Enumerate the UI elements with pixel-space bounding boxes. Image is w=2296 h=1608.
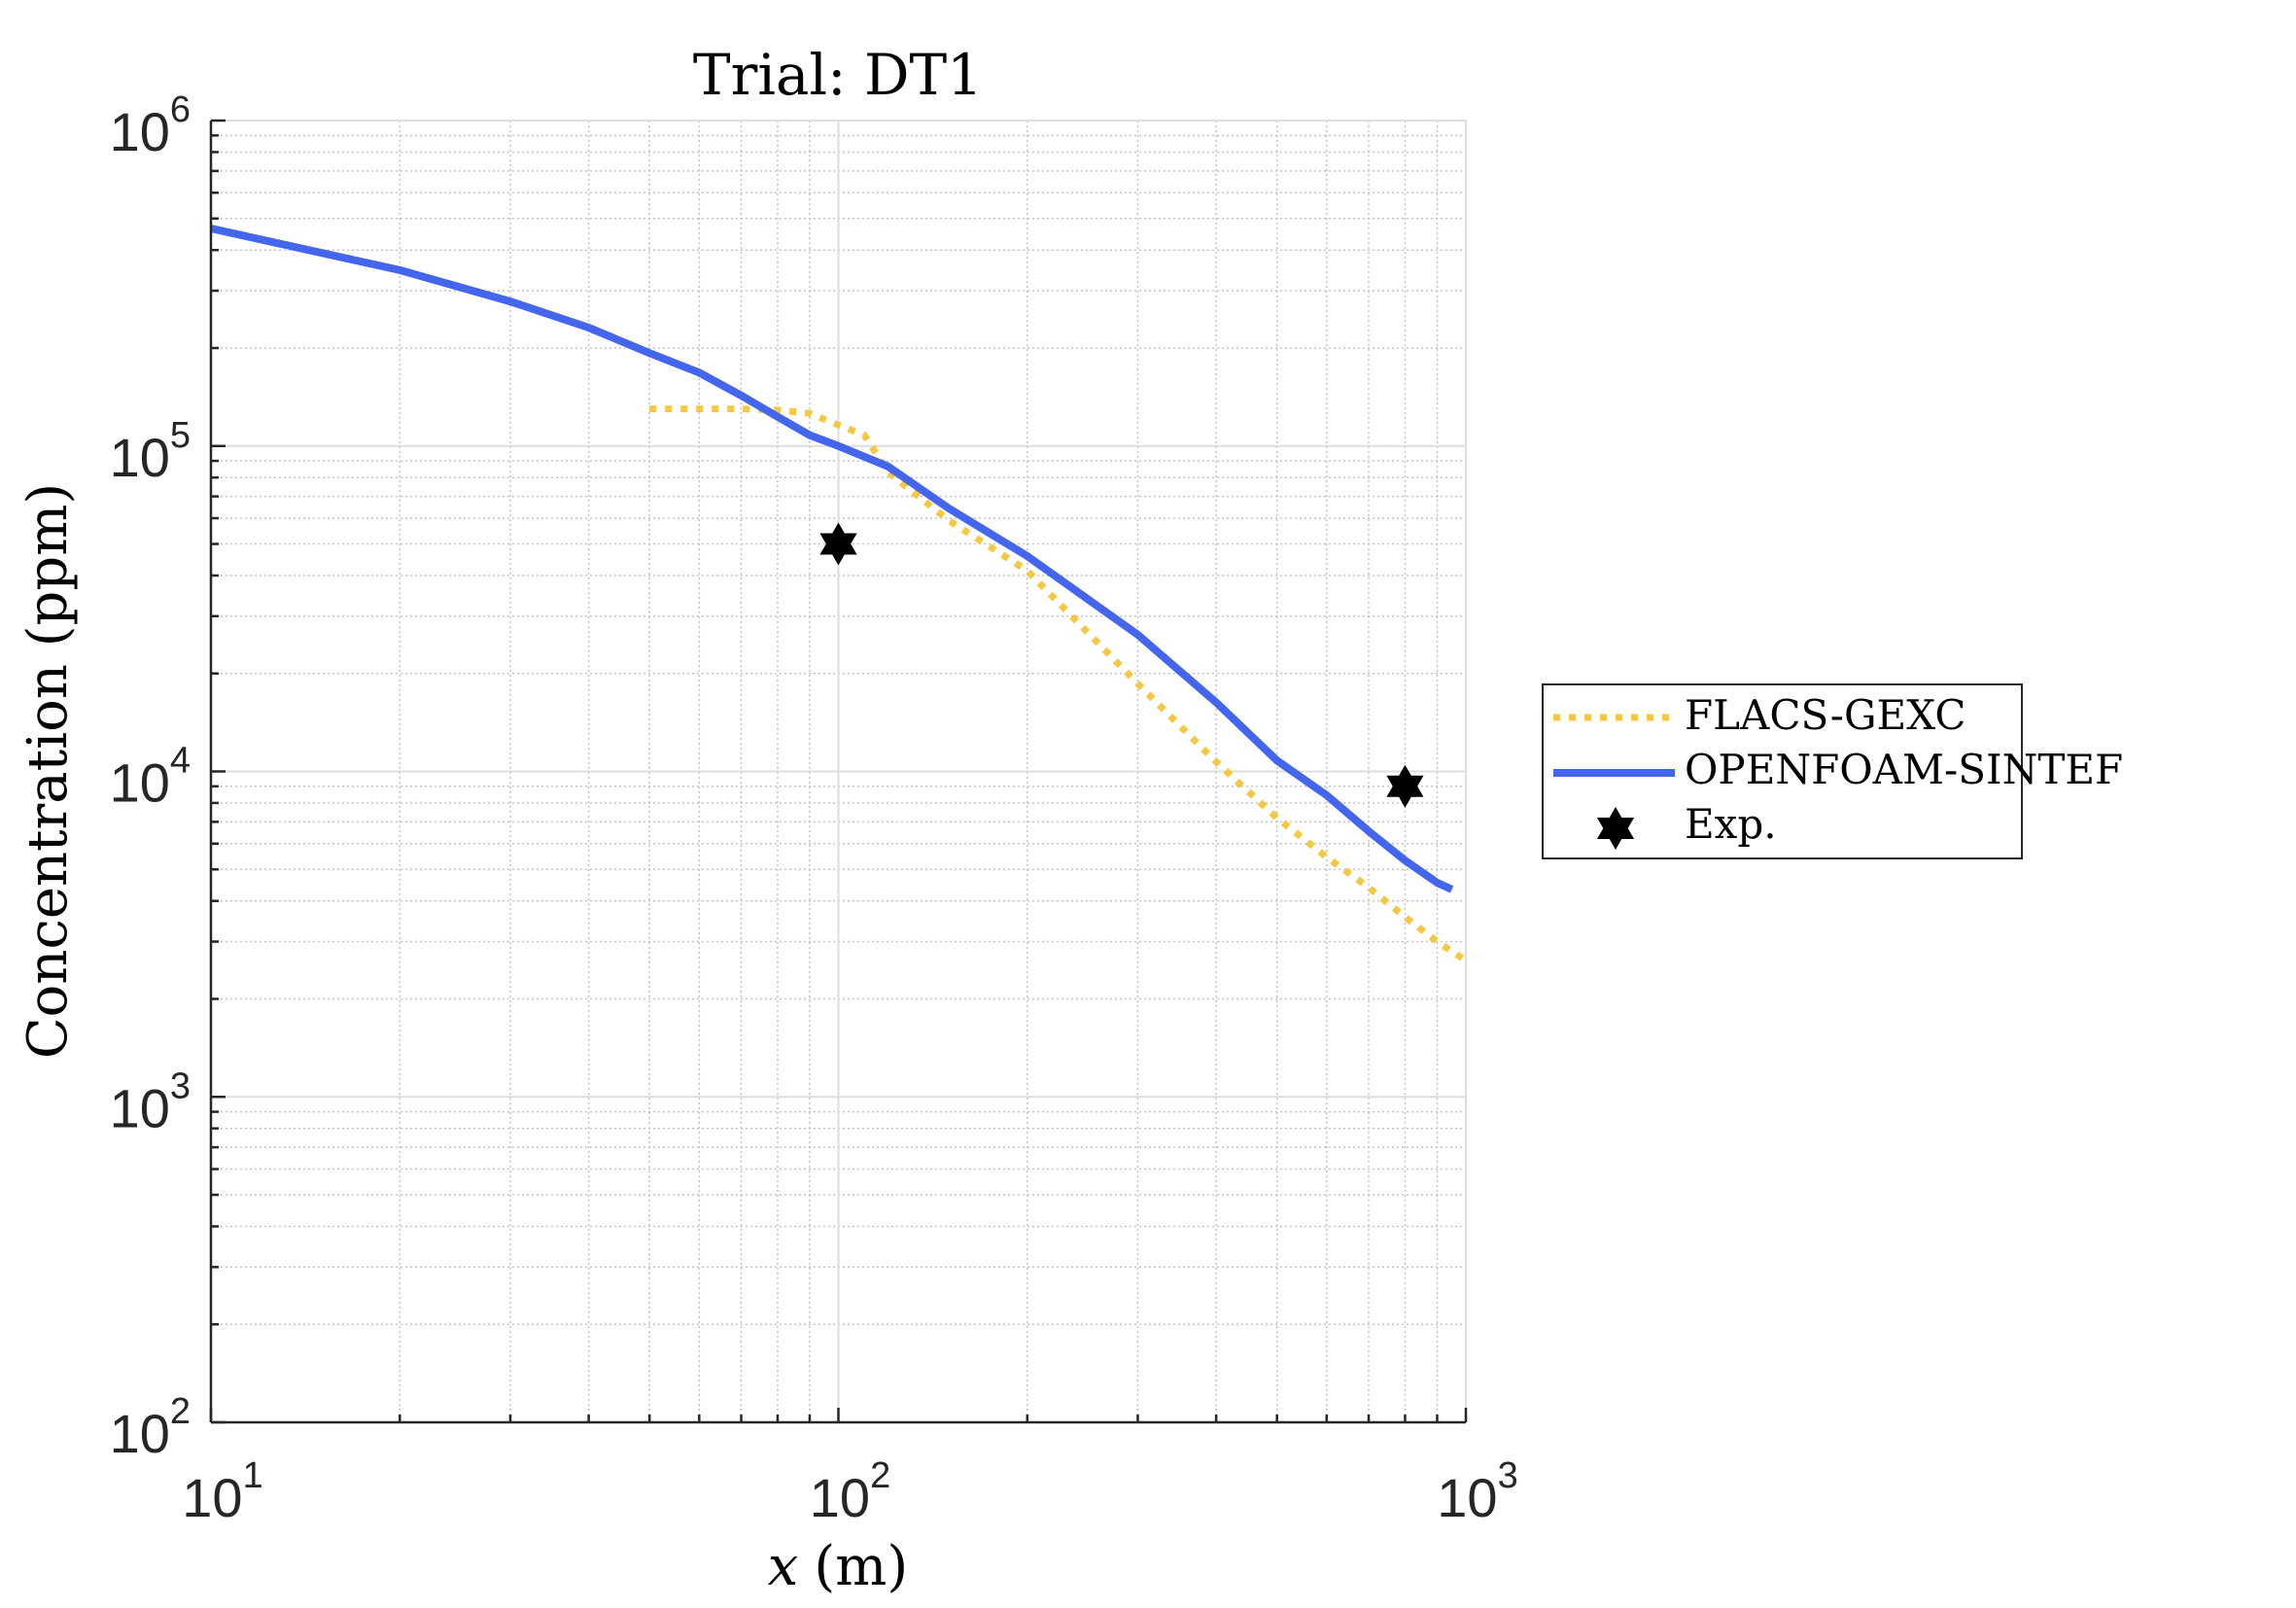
y-tick-label: 103 xyxy=(110,1066,191,1138)
y-tick-label-base: 10 xyxy=(110,427,170,488)
x-axis-variable: x xyxy=(768,1535,799,1598)
y-tick-label-base: 10 xyxy=(110,1403,170,1464)
legend-label-exp: Exp. xyxy=(1685,800,1777,848)
y-tick-label-base: 10 xyxy=(110,752,170,814)
x-axis-label: x (m) xyxy=(768,1535,908,1598)
y-tick-label: 104 xyxy=(110,741,191,814)
x-tick-label-exponent: 3 xyxy=(1498,1455,1518,1496)
series-line-flacs-gexc xyxy=(649,405,1468,964)
legend-swatch-exp-star-icon xyxy=(1596,807,1635,850)
series-line-openfoam-sintef xyxy=(210,225,1454,893)
x-tick-label: 103 xyxy=(1437,1455,1517,1528)
x-tick-label-exponent: 1 xyxy=(243,1455,263,1496)
y-tick-label: 105 xyxy=(110,415,191,488)
y-tick-label-base: 10 xyxy=(110,101,170,162)
chart-title: Trial: DT1 xyxy=(693,42,983,108)
y-tick-label-exponent: 6 xyxy=(170,89,191,130)
x-tick-label-base: 10 xyxy=(182,1467,242,1528)
y-tick-label-exponent: 5 xyxy=(170,415,191,456)
legend-label-flacs-gexc: FLACS-GEXC xyxy=(1685,691,1966,739)
series-layer xyxy=(210,225,1468,964)
y-tick-label: 102 xyxy=(110,1391,191,1464)
x-tick-label: 101 xyxy=(182,1455,262,1528)
x-axis-unit: (m) xyxy=(814,1535,908,1598)
x-tick-label-base: 10 xyxy=(810,1467,870,1528)
legend-label-openfoam-sintef: OPENFOAM-SINTEF xyxy=(1685,746,2123,793)
y-axis-label: Concentration (ppm) xyxy=(17,483,80,1059)
x-tick-label-base: 10 xyxy=(1437,1467,1497,1528)
y-tick-label-exponent: 3 xyxy=(170,1066,191,1106)
x-tick-label-exponent: 2 xyxy=(870,1455,890,1496)
data-point-exp-star xyxy=(819,522,857,566)
y-tick-label-exponent: 2 xyxy=(170,1391,191,1432)
plot-area xyxy=(209,119,1468,1424)
tick-marks xyxy=(209,119,1468,1424)
data-point-exp-star xyxy=(1386,764,1424,808)
y-tick-label-exponent: 4 xyxy=(170,741,191,782)
legend: FLACS-GEXC OPENFOAM-SINTEF Exp. xyxy=(1542,683,2123,859)
x-tick-label: 102 xyxy=(810,1455,890,1528)
y-tick-label: 106 xyxy=(110,89,191,162)
x-tick-labels: 101 102 103 xyxy=(182,1455,1517,1528)
y-tick-label-base: 10 xyxy=(110,1077,170,1138)
